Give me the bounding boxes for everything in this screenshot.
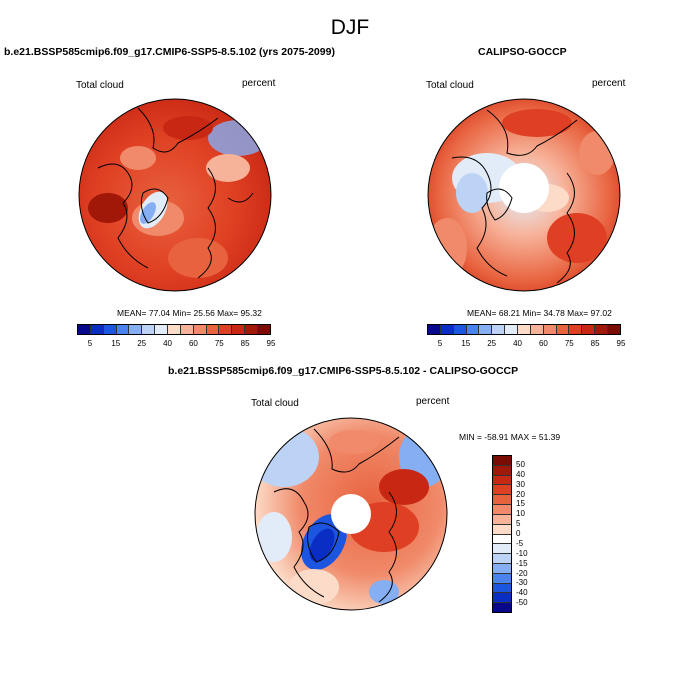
colorbar-swatch: [582, 325, 596, 334]
panel2-variable-label: Total cloud: [426, 80, 474, 91]
colorbar-swatch: [493, 524, 511, 535]
colorbar-tick-label: 25: [487, 339, 497, 348]
panel2-title: CALIPSO-GOCCP: [478, 46, 567, 58]
colorbar-swatch: [155, 325, 169, 334]
figure-title: DJF: [330, 16, 370, 39]
colorbar-tick-label: 60: [538, 339, 548, 348]
colorbar-tick-label: 60: [188, 339, 198, 348]
colorbar-tick-label: 75: [564, 339, 574, 348]
colorbar-tick-label: -30: [516, 578, 528, 588]
panel1-variable-label: Total cloud: [76, 80, 124, 91]
colorbar-swatch: [142, 325, 156, 334]
colorbar-swatch: [505, 325, 519, 334]
colorbar-swatch: [493, 583, 511, 594]
colorbar-swatch: [78, 325, 91, 334]
panel1-units-label: percent: [242, 78, 276, 89]
colorbar-tick-label: -50: [516, 598, 528, 608]
panel1-colorbar-ticks: 5 15 25 40 60 75 85 95: [77, 339, 276, 351]
colorbar-swatch: [595, 325, 609, 334]
colorbar-swatch: [453, 325, 467, 334]
colorbar-swatch: [493, 495, 511, 506]
panel2-units-label: percent: [592, 78, 626, 89]
panel2-colorbar: [427, 324, 621, 335]
panel1-title: b.e21.BSSP585cmip6.f09_g17.CMIP6-SSP5-8.…: [4, 46, 335, 58]
colorbar-tick-label: 0: [516, 529, 521, 538]
colorbar-swatch: [493, 475, 511, 486]
colorbar-swatch: [479, 325, 493, 334]
panel2-stats: MEAN= 68.21 Min= 34.78 Max= 97.02: [467, 308, 612, 318]
colorbar-swatch: [440, 325, 454, 334]
colorbar-tick-label: 85: [590, 339, 600, 348]
colorbar-tick-label: -40: [516, 588, 528, 598]
colorbar-swatch: [193, 325, 207, 334]
colorbar-swatch: [493, 593, 511, 604]
panel3-colorbar: [492, 455, 512, 613]
colorbar-swatch: [543, 325, 557, 334]
colorbar-swatch: [245, 325, 259, 334]
colorbar-swatch: [129, 325, 143, 334]
colorbar-swatch: [569, 325, 583, 334]
colorbar-tick-label: -5: [516, 538, 524, 548]
colorbar-swatch: [493, 514, 511, 525]
colorbar-swatch: [493, 603, 511, 612]
colorbar-swatch: [103, 325, 117, 334]
panel3-polar-map: [254, 417, 448, 611]
colorbar-tick-label: 20: [516, 489, 525, 499]
colorbar-swatch: [493, 534, 511, 545]
colorbar-tick-label: 95: [266, 339, 276, 348]
colorbar-swatch: [428, 325, 441, 334]
colorbar-swatch: [493, 465, 511, 476]
colorbar-swatch: [493, 485, 511, 496]
colorbar-tick-label: 5: [437, 339, 443, 348]
colorbar-tick-label: 5: [516, 519, 521, 529]
colorbar-tick-label: -15: [516, 558, 528, 568]
colorbar-swatch: [493, 554, 511, 564]
colorbar-swatch: [608, 325, 620, 334]
colorbar-swatch: [116, 325, 130, 334]
colorbar-swatch: [258, 325, 270, 334]
colorbar-tick-label: 40: [516, 469, 525, 479]
colorbar-swatch: [556, 325, 570, 334]
colorbar-tick-label: 30: [516, 479, 525, 489]
colorbar-tick-label: 95: [616, 339, 626, 348]
colorbar-tick-label: 40: [163, 339, 172, 348]
colorbar-tick-label: 15: [461, 339, 471, 348]
panel3-colorbar-ticks: 50 40 30 20 15 10 5 0 -5 -10 -15 -20 -30 -40 -50: [516, 455, 546, 613]
colorbar-swatch: [168, 325, 181, 334]
colorbar-swatch: [493, 505, 511, 515]
panel3-units-label: percent: [416, 396, 450, 407]
colorbar-swatch: [206, 325, 220, 334]
colorbar-tick-label: 75: [214, 339, 224, 348]
colorbar-tick-label: 40: [513, 339, 522, 348]
colorbar-swatch: [530, 325, 544, 334]
colorbar-swatch: [492, 325, 506, 334]
colorbar-tick-label: 15: [111, 339, 121, 348]
colorbar-tick-label: 15: [516, 499, 525, 509]
colorbar-tick-label: 50: [516, 459, 525, 469]
panel3-stats: MIN = -58.91 MAX = 51.39: [459, 432, 561, 442]
colorbar-swatch: [232, 325, 246, 334]
panel1-polar-map: [78, 98, 272, 292]
colorbar-swatch: [219, 325, 233, 334]
colorbar-swatch: [466, 325, 480, 334]
panel3-title: b.e21.BSSP585cmip6.f09_g17.CMIP6-SSP5-8.…: [168, 365, 519, 377]
colorbar-tick-label: -10: [516, 548, 528, 558]
panel3-variable-label: Total cloud: [251, 398, 299, 409]
colorbar-tick-label: 85: [240, 339, 250, 348]
colorbar-tick-label: 5: [87, 339, 93, 348]
colorbar-swatch: [493, 563, 511, 574]
colorbar-swatch: [493, 544, 511, 555]
panel2-polar-map: [427, 98, 621, 292]
colorbar-tick-label: 25: [137, 339, 147, 348]
colorbar-tick-label: -20: [516, 568, 528, 578]
colorbar-swatch: [90, 325, 104, 334]
colorbar-swatch: [493, 573, 511, 584]
panel1-colorbar: [77, 324, 271, 335]
colorbar-swatch: [493, 456, 511, 466]
colorbar-tick-label: 10: [516, 509, 525, 519]
colorbar-swatch: [180, 325, 194, 334]
panel2-colorbar-ticks: 5 15 25 40 60 75 85 95: [427, 339, 626, 351]
panel1-stats: MEAN= 77.04 Min= 25.56 Max= 95.32: [117, 308, 262, 318]
colorbar-swatch: [518, 325, 531, 334]
